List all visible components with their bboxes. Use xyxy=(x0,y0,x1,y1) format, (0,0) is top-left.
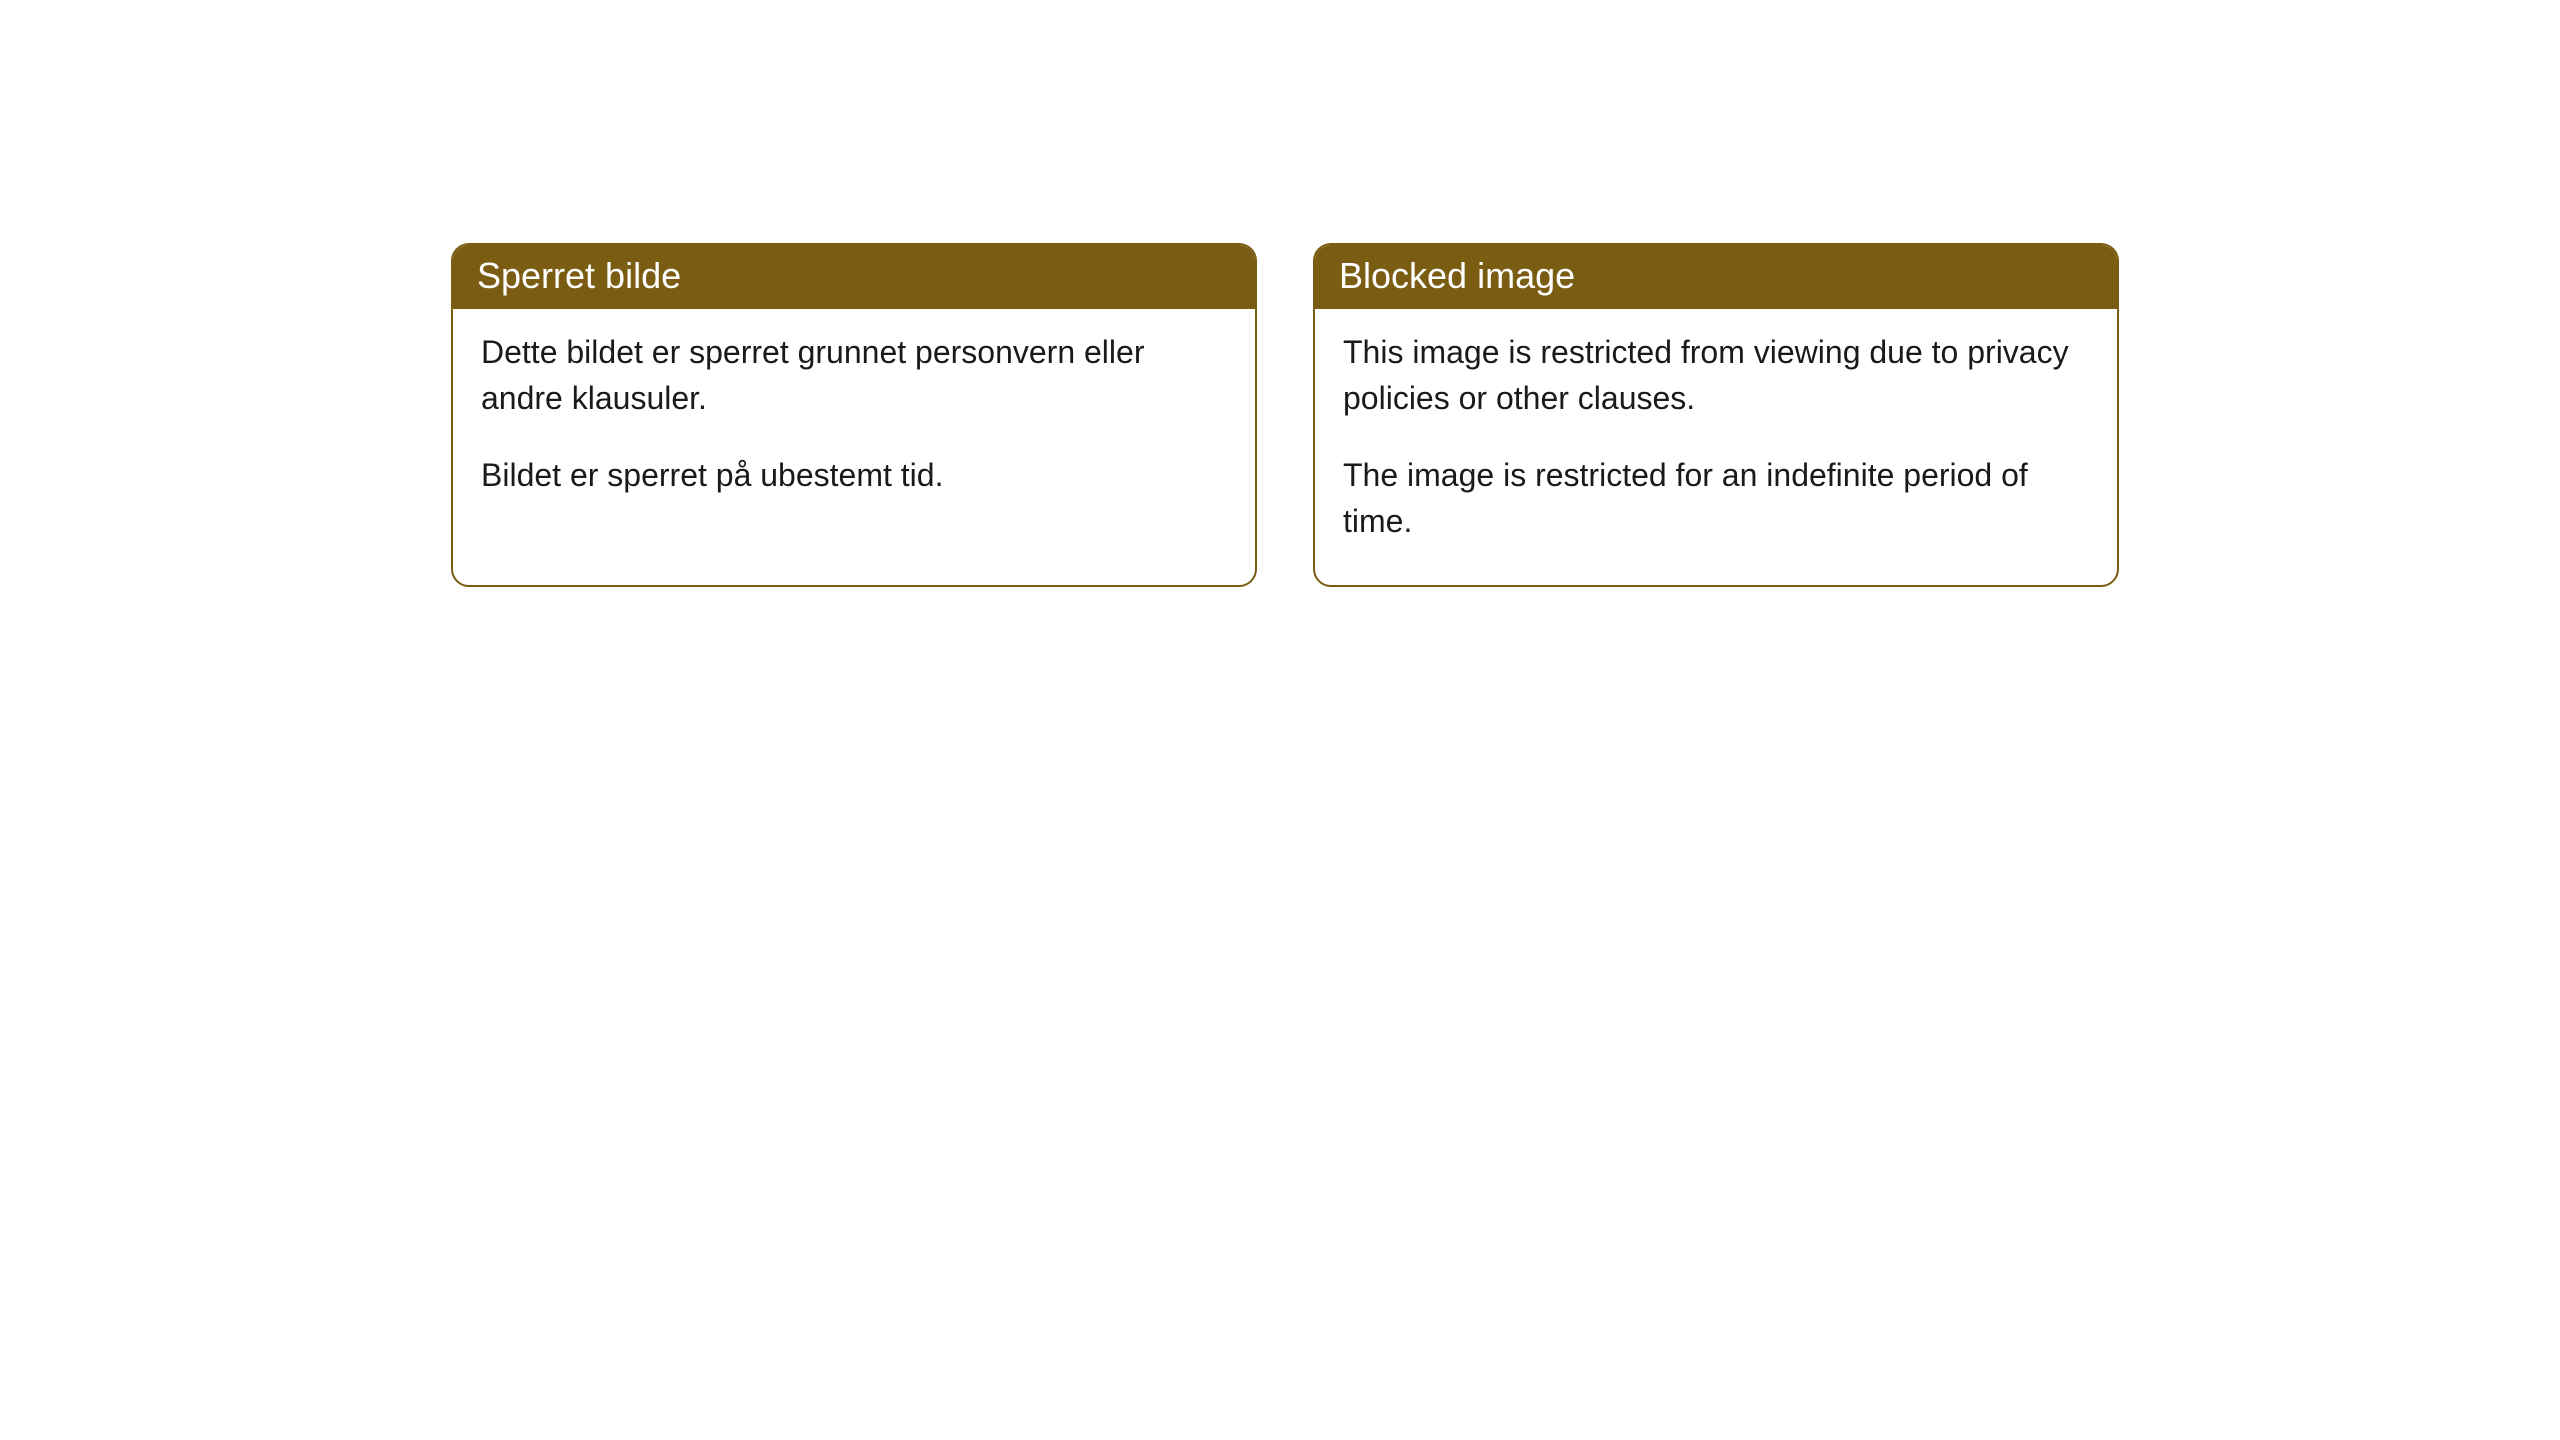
card-paragraph: Dette bildet er sperret grunnet personve… xyxy=(481,329,1227,422)
notice-cards-container: Sperret bilde Dette bildet er sperret gr… xyxy=(451,243,2119,587)
card-header: Sperret bilde xyxy=(453,245,1255,309)
blocked-image-card-en: Blocked image This image is restricted f… xyxy=(1313,243,2119,587)
card-body: Dette bildet er sperret grunnet personve… xyxy=(453,309,1255,538)
card-paragraph: This image is restricted from viewing du… xyxy=(1343,329,2089,422)
card-paragraph: Bildet er sperret på ubestemt tid. xyxy=(481,452,1227,498)
blocked-image-card-no: Sperret bilde Dette bildet er sperret gr… xyxy=(451,243,1257,587)
card-paragraph: The image is restricted for an indefinit… xyxy=(1343,452,2089,545)
card-body: This image is restricted from viewing du… xyxy=(1315,309,2117,585)
card-header: Blocked image xyxy=(1315,245,2117,309)
